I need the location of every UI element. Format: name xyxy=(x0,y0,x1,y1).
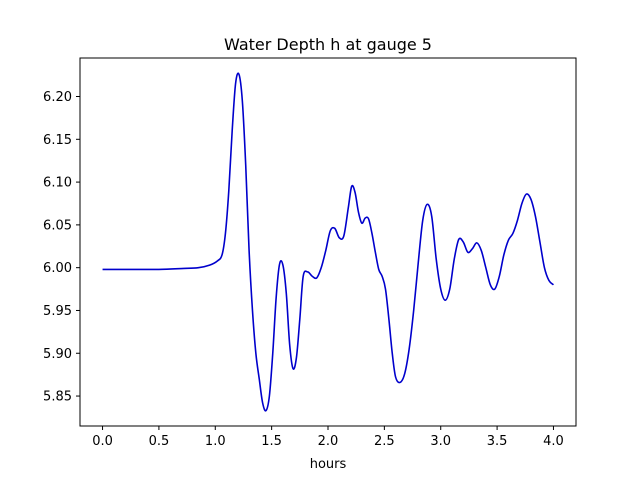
plot-area xyxy=(102,72,554,412)
x-tick-label: 2.0 xyxy=(318,434,339,449)
x-axis-label: hours xyxy=(310,457,347,472)
x-tick-label: 1.0 xyxy=(205,434,226,449)
y-tick-label: 5.95 xyxy=(43,304,72,319)
y-tick-label: 6.10 xyxy=(43,176,72,191)
y-tick-label: 6.20 xyxy=(43,90,72,105)
y-tick-label: 5.90 xyxy=(43,347,72,362)
y-tick-label: 5.85 xyxy=(43,390,72,405)
x-tick-label: 3.5 xyxy=(487,434,508,449)
y-axis: 5.85 5.90 5.95 6.00 6.05 6.10 6.15 6.20 xyxy=(43,90,80,405)
axes-frame xyxy=(79,57,577,427)
y-tick-label: 6.00 xyxy=(43,261,72,276)
y-tick-label: 6.05 xyxy=(43,218,72,233)
y-tick-label: 6.15 xyxy=(43,133,72,148)
chart-title: Water Depth h at gauge 5 xyxy=(224,35,432,54)
x-tick-label: 0.5 xyxy=(149,434,170,449)
x-tick-label: 2.5 xyxy=(374,434,395,449)
x-tick-label: 1.5 xyxy=(261,434,282,449)
x-tick-label: 4.0 xyxy=(543,434,564,449)
x-tick-label: 0.0 xyxy=(92,434,113,449)
series-line-0 xyxy=(102,72,554,412)
x-axis: 0.0 0.5 1.0 1.5 2.0 2.5 3.0 3.5 4.0 xyxy=(92,426,564,449)
x-tick-label: 3.0 xyxy=(430,434,451,449)
